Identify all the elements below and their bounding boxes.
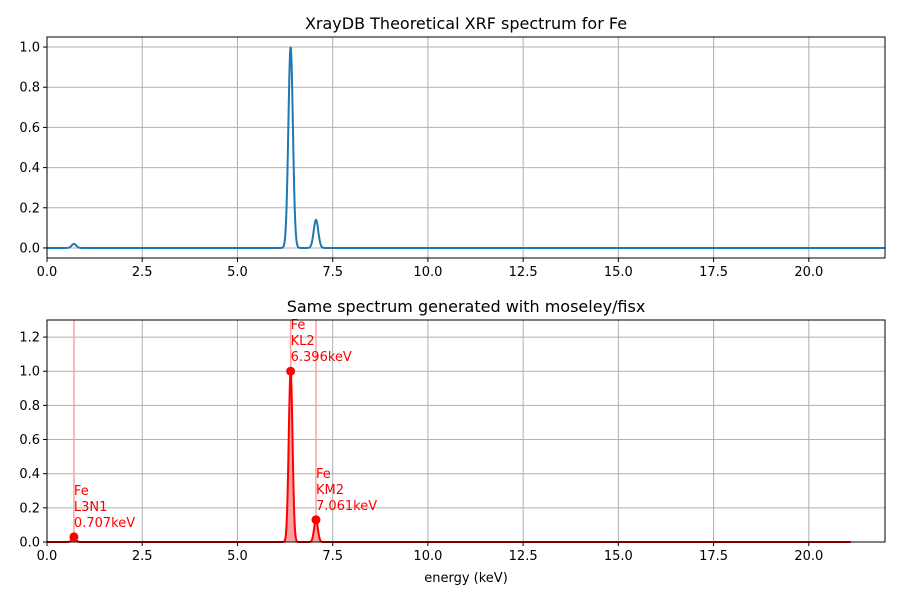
top-subplot: XrayDB Theoretical XRF spectrum for Fe 0… <box>19 14 886 280</box>
x-tick-label: 20.0 <box>794 265 823 280</box>
annotation-line: L3N1 <box>74 500 108 515</box>
annotation-element: Fe <box>291 318 306 333</box>
bottom-y-ticks: 0.0 0.2 0.4 0.6 0.8 1.0 1.2 <box>19 331 47 551</box>
x-tick-label: 15.0 <box>604 549 633 564</box>
y-tick-label: 1.0 <box>19 41 40 56</box>
top-grid <box>46 37 885 258</box>
y-tick-label: 0.2 <box>19 501 40 516</box>
annotation-element: Fe <box>316 467 331 482</box>
x-tick-label: 7.5 <box>322 265 343 280</box>
y-tick-label: 0.2 <box>19 201 40 216</box>
y-tick-label: 0.6 <box>19 121 40 136</box>
bottom-grid <box>46 320 885 543</box>
peak-point-KM2 <box>311 515 321 525</box>
y-tick-label: 0.8 <box>19 81 40 96</box>
top-y-ticks: 0.0 0.2 0.4 0.6 0.8 1.0 <box>19 41 47 256</box>
spectrum-line <box>46 370 852 543</box>
x-tick-label: 2.5 <box>132 265 153 280</box>
annotation-line: KM2 <box>316 483 344 498</box>
x-tick-label: 10.0 <box>413 549 442 564</box>
top-chart-title: XrayDB Theoretical XRF spectrum for Fe <box>305 14 627 33</box>
annotation-line: KL2 <box>291 334 315 349</box>
x-tick-label: 12.5 <box>509 265 538 280</box>
x-tick-label: 2.5 <box>132 549 153 564</box>
peak-point-L3N1 <box>69 532 79 542</box>
bottom-plot-area <box>46 320 852 543</box>
x-tick-label: 15.0 <box>604 265 633 280</box>
bottom-axes-frame <box>46 319 886 543</box>
y-tick-label: 0.6 <box>19 433 40 448</box>
x-tick-label: 12.5 <box>509 549 538 564</box>
y-tick-label: 0.0 <box>19 536 40 551</box>
spectrum-fill <box>47 371 851 542</box>
x-tick-label: 5.0 <box>227 549 248 564</box>
y-tick-label: 0.4 <box>19 161 40 176</box>
bottom-chart-title: Same spectrum generated with moseley/fis… <box>287 297 646 316</box>
bottom-x-axis-label: energy (keV) <box>424 571 508 586</box>
y-tick-label: 0.4 <box>19 467 40 482</box>
x-tick-label: 0.0 <box>37 549 58 564</box>
bottom-x-ticks: 0.0 2.5 5.0 7.5 10.0 12.5 15.0 17.5 20.0 <box>37 542 823 564</box>
annotation-element: Fe <box>74 484 89 499</box>
bottom-subplot: Same spectrum generated with moseley/fis… <box>19 297 886 586</box>
x-tick-label: 10.0 <box>413 265 442 280</box>
x-tick-label: 0.0 <box>37 265 58 280</box>
y-tick-label: 1.2 <box>19 331 40 346</box>
annotation-energy: 7.061keV <box>316 499 377 514</box>
x-tick-label: 7.5 <box>322 549 343 564</box>
peak-point-KL2 <box>286 366 296 376</box>
annotation-energy: 0.707keV <box>74 516 135 531</box>
y-tick-label: 0.0 <box>19 241 40 256</box>
x-tick-label: 20.0 <box>794 549 823 564</box>
annotation-energy: 6.396keV <box>291 350 352 365</box>
y-tick-label: 0.8 <box>19 399 40 414</box>
top-axes-frame <box>46 36 886 259</box>
x-tick-label: 17.5 <box>699 549 728 564</box>
top-plot-area <box>46 46 886 249</box>
x-tick-label: 5.0 <box>227 265 248 280</box>
x-tick-label: 17.5 <box>699 265 728 280</box>
spectrum-line <box>46 46 886 249</box>
y-tick-label: 1.0 <box>19 365 40 380</box>
top-x-ticks: 0.0 2.5 5.0 7.5 10.0 12.5 15.0 17.5 20.0 <box>37 258 823 280</box>
